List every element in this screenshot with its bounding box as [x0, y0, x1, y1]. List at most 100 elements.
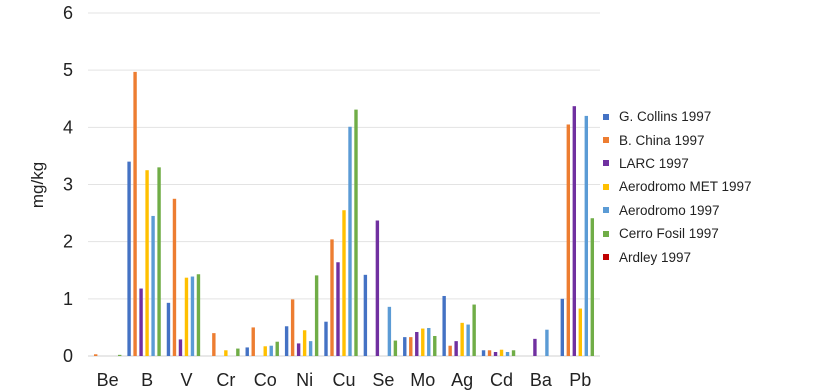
bar: [354, 109, 358, 356]
bar: [348, 126, 352, 356]
bar: [375, 220, 380, 356]
bar: [151, 215, 155, 356]
bar: [224, 350, 228, 356]
legend: G. Collins 1997 B. China 1997 LARC 1997 Aer…: [603, 105, 752, 269]
x-axis-ticks: Be B V Cr Co Ni Cu Se Mo Ag Cd Ba Pb: [97, 370, 592, 390]
y-axis-ticks: 0 1 2 3 4 5 6: [63, 3, 73, 366]
bar: [511, 350, 516, 356]
x-tick-label: V: [180, 370, 192, 390]
bar: [363, 274, 368, 356]
bar: [342, 210, 346, 356]
legend-swatch: [603, 183, 609, 190]
bar: [433, 335, 437, 356]
y-axis-label: mg/kg: [28, 162, 47, 208]
bar: [184, 277, 189, 356]
bar: [505, 352, 510, 356]
y-tick-label: 6: [63, 3, 73, 23]
legend-label: Aerodromo MET 1997: [619, 179, 752, 195]
x-tick-label: Ni: [296, 370, 313, 390]
bar: [212, 333, 216, 356]
legend-item: Ardley 1997: [603, 245, 752, 268]
bar: [560, 298, 565, 356]
legend-item: G. Collins 1997: [603, 105, 752, 128]
bar: [290, 299, 295, 356]
bar: [251, 327, 255, 356]
bar: [572, 106, 577, 357]
bar: [308, 341, 313, 356]
bar: [269, 345, 273, 356]
bar: [566, 124, 571, 356]
y-tick-label: 5: [63, 60, 73, 80]
bar: [545, 329, 549, 356]
bar: [460, 322, 464, 356]
bar: [590, 218, 595, 356]
bar: [236, 348, 240, 356]
legend-swatch: [603, 160, 609, 167]
bar: [578, 308, 583, 356]
x-tick-label: Pb: [569, 370, 591, 390]
legend-swatch: [603, 230, 609, 237]
bar: [127, 161, 131, 356]
bar: [533, 338, 537, 356]
y-tick-label: 3: [63, 175, 73, 195]
y-tick-label: 4: [63, 117, 73, 137]
bar: [472, 304, 476, 356]
legend-item: Aerodromo 1997: [603, 199, 752, 222]
bar: [296, 343, 301, 356]
bar: [284, 326, 289, 356]
legend-label: G. Collins 1997: [619, 109, 712, 125]
legend-item: LARC 1997: [603, 152, 752, 175]
legend-swatch: [603, 113, 609, 120]
x-tick-label: Co: [254, 370, 277, 390]
bar: [393, 340, 398, 356]
bar: [442, 295, 446, 356]
legend-label: B. China 1997: [619, 132, 705, 148]
bar: [454, 341, 458, 356]
bar: [275, 341, 279, 356]
bar: [487, 350, 492, 356]
x-tick-label: Se: [372, 370, 394, 390]
y-tick-label: 2: [63, 232, 73, 252]
x-tick-label: B: [141, 370, 153, 390]
legend-swatch: [603, 207, 609, 214]
bar: [493, 352, 498, 356]
bar: [93, 354, 98, 356]
legend-swatch: [603, 137, 609, 144]
legend-label: Cerro Fosil 1997: [619, 226, 719, 242]
legend-item: B. China 1997: [603, 128, 752, 151]
bar: [302, 330, 307, 356]
x-tick-label: Be: [97, 370, 119, 390]
bar: [245, 347, 249, 356]
x-tick-label: Mo: [410, 370, 435, 390]
bar: [133, 71, 137, 356]
bar: [427, 327, 431, 356]
bar: [324, 321, 328, 356]
bar: [481, 350, 486, 356]
legend-item: Aerodromo MET 1997: [603, 175, 752, 198]
bar: [166, 302, 171, 356]
bar: [178, 339, 183, 356]
x-tick-label: Cu: [332, 370, 355, 390]
y-tick-label: 1: [63, 289, 73, 309]
bar: [403, 337, 407, 356]
x-tick-label: Cr: [216, 370, 235, 390]
bar: [139, 288, 143, 356]
bar: [466, 324, 470, 356]
bar: [421, 328, 425, 356]
y-tick-label: 0: [63, 346, 73, 366]
bar: [117, 354, 122, 356]
legend-item: Cerro Fosil 1997: [603, 222, 752, 245]
legend-label: Aerodromo 1997: [619, 202, 720, 218]
bar: [172, 198, 177, 356]
bar: [415, 331, 419, 356]
x-tick-label: Cd: [490, 370, 513, 390]
bar: [387, 306, 392, 356]
bar: [263, 346, 267, 356]
bar: [157, 167, 161, 356]
x-tick-label: Ag: [451, 370, 473, 390]
bar: [448, 345, 452, 356]
bar: [499, 349, 504, 356]
bars: [93, 71, 595, 357]
legend-label: LARC 1997: [619, 155, 689, 171]
